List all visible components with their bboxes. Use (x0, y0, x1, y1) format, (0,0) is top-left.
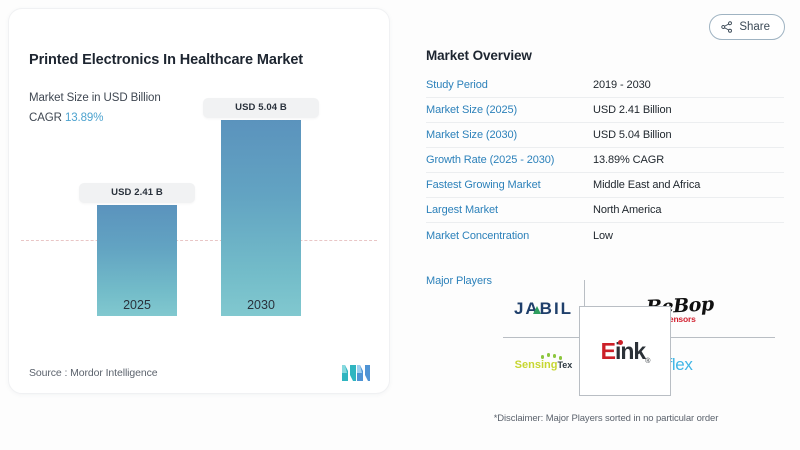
jabil-logo-text: JABIL (513, 299, 574, 318)
table-row-value: Low (593, 229, 613, 242)
share-nodes-icon (721, 21, 733, 33)
table-row-value: 13.89% CAGR (593, 154, 665, 166)
mordor-intelligence-logo (341, 363, 371, 383)
major-players-label: Major Players (426, 275, 492, 287)
bebop-sensors-logo: BeBop sensors (646, 293, 715, 324)
table-row: Study Period 2019 - 2030 (426, 73, 784, 98)
overview-panel: Share Market Overview Study Period 2019 … (408, 0, 800, 450)
flex-logo: flex (668, 355, 693, 375)
share-button[interactable]: Share (709, 14, 785, 40)
x-axis-tick-label: 2030 (247, 298, 275, 312)
player-cell-flex: flex (585, 338, 775, 392)
table-row-key: Market Size (2030) (426, 129, 518, 141)
chart-bar-group[interactable]: USD 2.41 B 2025 (79, 183, 195, 316)
eink-logo: Eink® (600, 337, 651, 365)
x-axis-tick-label: 2025 (123, 298, 151, 312)
table-row: Growth Rate (2025 - 2030) 13.89% CAGR (426, 148, 784, 173)
eink-dot-icon (617, 339, 623, 345)
chart-subtitle: Market Size in USD Billion (29, 92, 161, 104)
player-cell-jabil: JABIL (503, 282, 584, 336)
chart-cagr: CAGR 13.89% (29, 112, 103, 124)
table-row-value: 2019 - 2030 (593, 79, 651, 91)
chart-gridline (21, 240, 377, 241)
sensing-tex-logo: SensingTex (514, 353, 573, 371)
chart-plot-area: USD 2.41 B 2025 USD 5.04 B 2030 (9, 98, 391, 344)
table-row-key: Largest Market (426, 204, 498, 216)
eink-logo-registered: ® (645, 357, 650, 365)
jabil-logo: JABIL (514, 299, 573, 319)
table-row-key: Fastest Growing Market (426, 179, 541, 191)
overview-title: Market Overview (426, 48, 532, 63)
table-row-key: Market Size (2025) (426, 104, 518, 116)
jabil-triangle-icon (532, 306, 541, 314)
eink-logo-e: E (600, 337, 616, 364)
major-players-logo-grid: JABIL BeBop sensors SensingTex fl (503, 280, 775, 396)
table-row-key: Growth Rate (2025 - 2030) (426, 154, 555, 166)
table-row: Largest Market North America (426, 198, 784, 223)
table-row: Market Size (2025) USD 2.41 Billion (426, 98, 784, 123)
chart-bar[interactable] (221, 120, 301, 316)
flex-logo-text: flex (667, 355, 693, 374)
chart-card: Printed Electronics In Healthcare Market… (8, 8, 390, 394)
table-row: Fastest Growing Market Middle East and A… (426, 173, 784, 198)
player-cell-eink: Eink® (579, 306, 671, 396)
player-cell-sensing-tex: SensingTex (503, 338, 584, 392)
table-row-key: Study Period (426, 79, 488, 91)
sensing-tex-dots-icon (540, 353, 567, 360)
sensing-tex-logo-text-2: Tex (557, 360, 573, 370)
player-cell-bebop: BeBop sensors (585, 282, 775, 336)
table-row-value: Middle East and Africa (593, 179, 701, 191)
table-row-value: USD 5.04 Billion (593, 129, 672, 141)
table-row-value: North America (593, 204, 662, 216)
table-row: Market Concentration Low (426, 223, 784, 248)
overview-table: Study Period 2019 - 2030 Market Size (20… (426, 73, 784, 248)
cagr-value: 13.89% (64, 112, 104, 124)
disclaimer-text: *Disclaimer: Major Players sorted in no … (493, 413, 719, 424)
table-row-key: Market Concentration (426, 229, 530, 242)
source-credit: Source : Mordor Intelligence (29, 367, 158, 379)
bar-value-label: USD 2.41 B (79, 183, 195, 203)
cagr-label: CAGR (29, 112, 62, 124)
chart-bar[interactable] (97, 205, 177, 316)
chart-bar-group[interactable]: USD 5.04 B 2030 (203, 98, 319, 316)
table-row-value: USD 2.41 Billion (593, 104, 672, 116)
bar-value-label: USD 5.04 B (203, 98, 319, 118)
bebop-logo-subtext: sensors (664, 313, 696, 324)
share-button-label: Share (739, 21, 770, 33)
chart-title: Printed Electronics In Healthcare Market (29, 52, 304, 68)
sensing-tex-logo-text-1: Sensing (514, 359, 558, 371)
table-row: Market Size (2030) USD 5.04 Billion (426, 123, 784, 148)
